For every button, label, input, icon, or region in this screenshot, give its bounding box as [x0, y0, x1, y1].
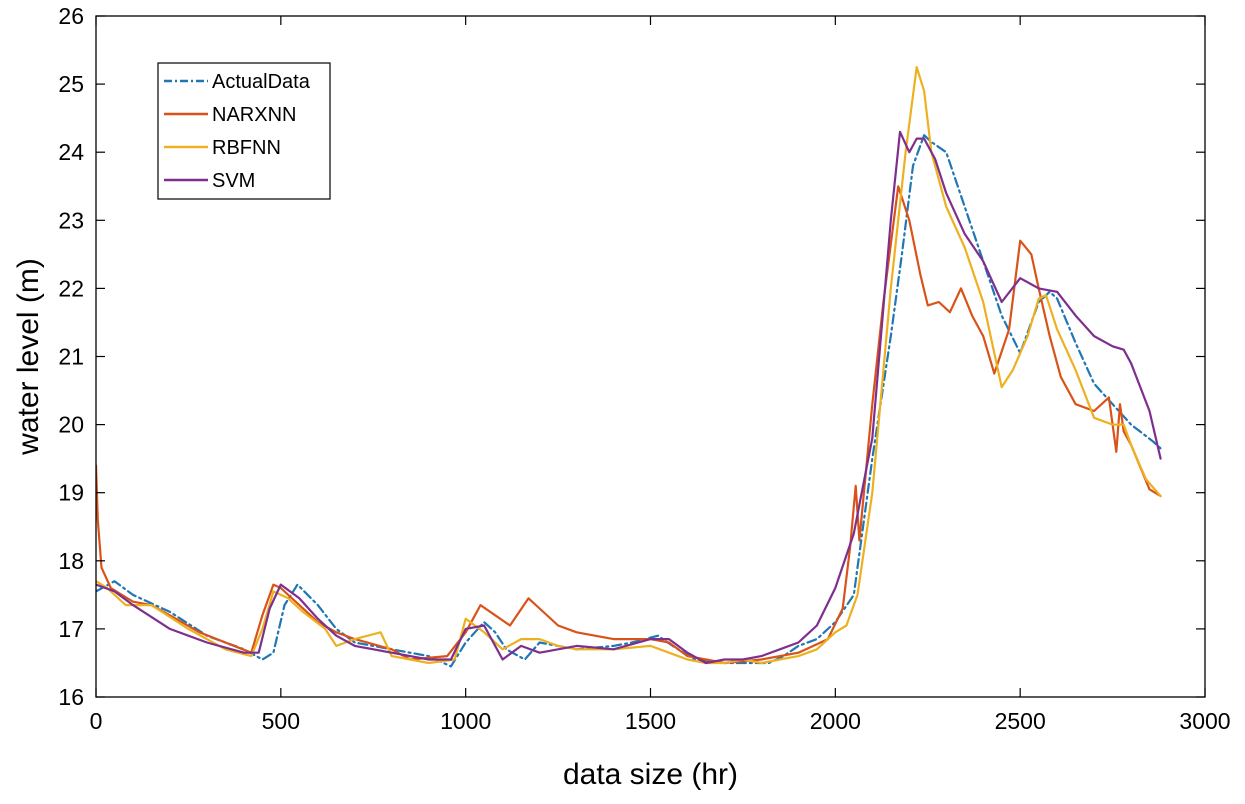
axes: 0 500 1000 1500 2000 2500 3000 16 17 18 19 20 21 22 23… [58, 3, 1230, 734]
series-line-rbfnn [96, 66, 1162, 665]
x-tick-label: 500 [262, 708, 300, 734]
x-tick-label: 0 [90, 708, 103, 734]
legend-label-actualdata: ActualData [212, 71, 311, 93]
y-axis-title: water level (m) [12, 258, 45, 456]
y-tick-label: 21 [58, 344, 84, 370]
legend-label-rbfnn: RBFNN [212, 137, 281, 159]
y-tick-label: 19 [58, 480, 84, 506]
legend: ActualData NARXNN RBFNN SVM [157, 62, 331, 200]
series-line-svm [96, 130, 1162, 665]
x-tick-label: 2500 [995, 708, 1046, 734]
y-tick-label: 20 [58, 412, 84, 438]
series-line-actualdata [96, 134, 1162, 668]
plot-area [96, 66, 1162, 668]
y-tick-label: 24 [58, 139, 84, 165]
y-tick-label: 17 [58, 616, 84, 642]
y-tick-label: 18 [58, 548, 84, 574]
x-tick-label: 1500 [625, 708, 676, 734]
series-line-narxnn [96, 185, 1162, 665]
y-tick-label: 26 [58, 3, 84, 29]
x-axis-title: data size (hr) [563, 758, 738, 791]
y-tick-label: 16 [58, 684, 84, 710]
x-tick-label: 1000 [440, 708, 491, 734]
x-tick-label: 2000 [810, 708, 861, 734]
y-tick-label: 25 [58, 71, 84, 97]
legend-box [157, 62, 331, 200]
legend-label-svm: SVM [212, 170, 255, 192]
y-tick-label: 22 [58, 275, 84, 301]
x-tick-label: 3000 [1179, 708, 1230, 734]
legend-label-narxnn: NARXNN [212, 104, 296, 126]
y-tick-label: 23 [58, 207, 84, 233]
